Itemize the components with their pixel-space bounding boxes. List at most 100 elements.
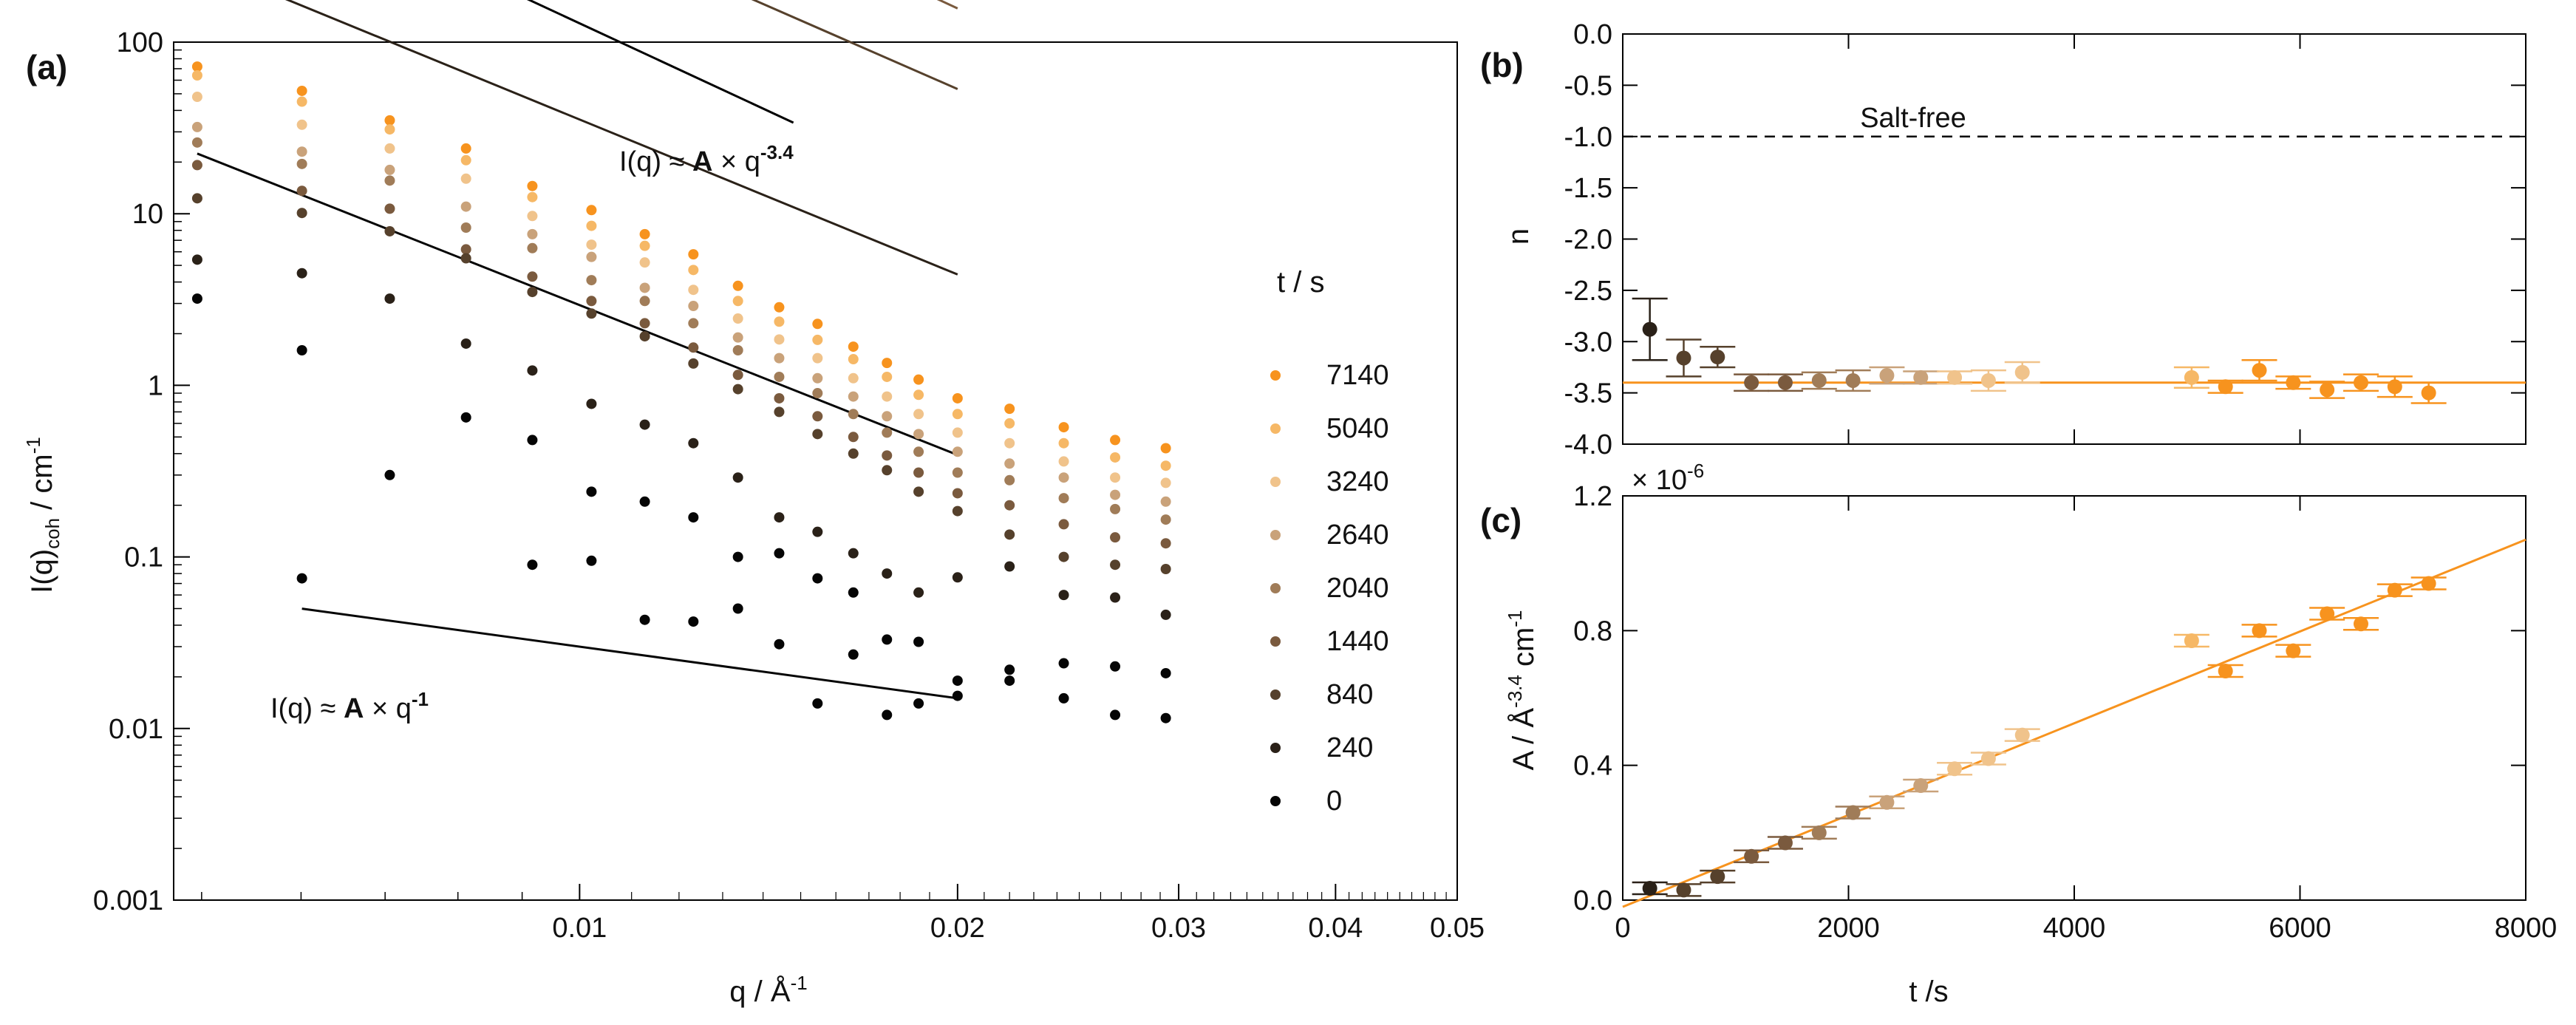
c-ytick-label: 0.8 bbox=[1573, 616, 1612, 647]
c-point bbox=[2387, 582, 2402, 598]
annotation-lower: I(q) ≈ A × q-1 bbox=[270, 688, 429, 724]
a-point-2640 bbox=[586, 251, 597, 262]
legend-marker-240 bbox=[1270, 743, 1281, 753]
panel-a-ticks: 0.001 0.01 0.1 1 10 100 0.01 0.02 0.03 0.04 0.05 bbox=[93, 27, 1485, 944]
a-point-7140 bbox=[774, 302, 785, 313]
b-point bbox=[1947, 370, 1963, 385]
a-point-5040 bbox=[527, 191, 538, 202]
a-point-0 bbox=[848, 587, 859, 598]
a-point-1440 bbox=[1160, 538, 1171, 549]
b-point bbox=[1811, 372, 1827, 388]
a-point-1440 bbox=[732, 370, 743, 381]
a-point-0 bbox=[191, 293, 202, 304]
c-point bbox=[1980, 751, 1996, 766]
legend-marker-840 bbox=[1270, 689, 1281, 700]
a-point-1440 bbox=[586, 296, 597, 307]
b-point bbox=[2252, 363, 2267, 378]
c-point bbox=[2421, 576, 2436, 591]
c-xtick-label: 6000 bbox=[2269, 913, 2331, 944]
a-fit-line-840 bbox=[751, 0, 958, 90]
panel-a-x-axis-label: q / Å-1 bbox=[729, 972, 807, 1008]
legend-marker-3240 bbox=[1270, 477, 1281, 487]
c-point bbox=[1913, 778, 1929, 794]
panel-a: 0.001 0.01 0.1 1 10 100 0.01 0.02 0.03 0.04 0.05 q… bbox=[22, 0, 1485, 1008]
c-point bbox=[2252, 623, 2267, 639]
a-point-7140 bbox=[952, 392, 963, 403]
b-point bbox=[1710, 350, 1725, 365]
a-point-7140 bbox=[848, 341, 859, 353]
c-point bbox=[2184, 633, 2199, 649]
c-ytick-label: 0.0 bbox=[1573, 885, 1612, 916]
a-point-0-low bbox=[1004, 675, 1015, 687]
panel-c-x-axis-label: t /s bbox=[1909, 975, 1948, 1008]
a-point-840 bbox=[812, 429, 823, 440]
c-point bbox=[2353, 616, 2368, 632]
a-point-840 bbox=[1160, 563, 1171, 574]
b-point bbox=[1879, 368, 1895, 384]
panel-a-data-points bbox=[191, 61, 1171, 723]
a-point-3240 bbox=[1058, 456, 1069, 467]
a-point-1440 bbox=[882, 450, 893, 461]
panel-b-label: (b) bbox=[1480, 46, 1524, 84]
a-xtick-label: 0.02 bbox=[930, 913, 985, 944]
a-point-0-low bbox=[688, 616, 699, 627]
b-point bbox=[2184, 370, 2199, 385]
a-point-5040 bbox=[732, 296, 743, 307]
a-point-240 bbox=[1058, 590, 1069, 601]
a-point-1440 bbox=[1004, 500, 1015, 511]
a-point-7140 bbox=[882, 358, 893, 369]
a-point-5040 bbox=[1058, 437, 1069, 449]
a-point-240 bbox=[639, 419, 650, 430]
legend-marker-0 bbox=[1270, 796, 1281, 806]
a-point-3240 bbox=[384, 143, 395, 154]
a-point-240 bbox=[527, 365, 538, 376]
a-point-2640 bbox=[952, 446, 963, 457]
panel-b: 0.0 -0.5 -1.0 -1.5 -2.0 -2.5 -3.0 -3.5 -4.0 n Sa… bbox=[1502, 19, 2526, 460]
a-point-240 bbox=[952, 572, 963, 583]
a-point-240 bbox=[848, 548, 859, 559]
legend-label-7140: 7140 bbox=[1326, 360, 1389, 391]
a-point-840 bbox=[527, 287, 538, 298]
a-point-840 bbox=[913, 486, 924, 497]
a-point-2040 bbox=[882, 427, 893, 438]
c-point bbox=[1811, 825, 1827, 840]
a-point-2040 bbox=[913, 446, 924, 457]
a-point-5040 bbox=[913, 389, 924, 401]
panel-c-ticks: 0.0 0.4 0.8 1.2 0 2000 4000 6000 8000 bbox=[1573, 481, 2557, 944]
c-fit-line bbox=[1622, 538, 2526, 908]
b-ytick-label: -2.5 bbox=[1564, 276, 1612, 307]
a-point-2040 bbox=[460, 222, 471, 233]
a-point-240 bbox=[812, 526, 823, 537]
a-point-1440 bbox=[913, 467, 924, 478]
a-point-0 bbox=[1160, 667, 1171, 678]
a-point-840 bbox=[460, 253, 471, 264]
b-point bbox=[1777, 375, 1793, 390]
a-point-7140 bbox=[913, 374, 924, 385]
a-point-2640 bbox=[732, 332, 743, 343]
a-point-0-low bbox=[1058, 692, 1069, 704]
c-xtick-label: 8000 bbox=[2495, 913, 2558, 944]
a-ytick-label: 0.001 bbox=[93, 885, 163, 916]
a-point-1440 bbox=[688, 342, 699, 353]
a-point-2640 bbox=[812, 372, 823, 384]
a-point-0-low bbox=[812, 698, 823, 709]
a-point-0 bbox=[688, 512, 699, 523]
b-ytick-label: -4.0 bbox=[1564, 429, 1612, 460]
a-point-3240 bbox=[527, 211, 538, 222]
a-ytick-label: 1 bbox=[148, 370, 163, 401]
a-point-1440 bbox=[1110, 532, 1121, 543]
a-point-7140 bbox=[527, 180, 538, 191]
a-point-3240 bbox=[1160, 477, 1171, 488]
a-point-3240 bbox=[688, 285, 699, 296]
a-point-0 bbox=[460, 412, 471, 423]
a-point-240 bbox=[191, 254, 202, 265]
b-ytick-label: -1.0 bbox=[1564, 122, 1612, 153]
panel-c-label: (c) bbox=[1480, 501, 1522, 539]
a-point-0 bbox=[527, 435, 538, 446]
panel-a-fit-lines bbox=[197, 0, 958, 700]
b-point bbox=[2218, 379, 2233, 395]
a-point-2040 bbox=[952, 467, 963, 478]
a-point-240 bbox=[688, 437, 699, 449]
c-xtick-label: 0 bbox=[1615, 913, 1630, 944]
a-point-5040 bbox=[296, 96, 307, 107]
